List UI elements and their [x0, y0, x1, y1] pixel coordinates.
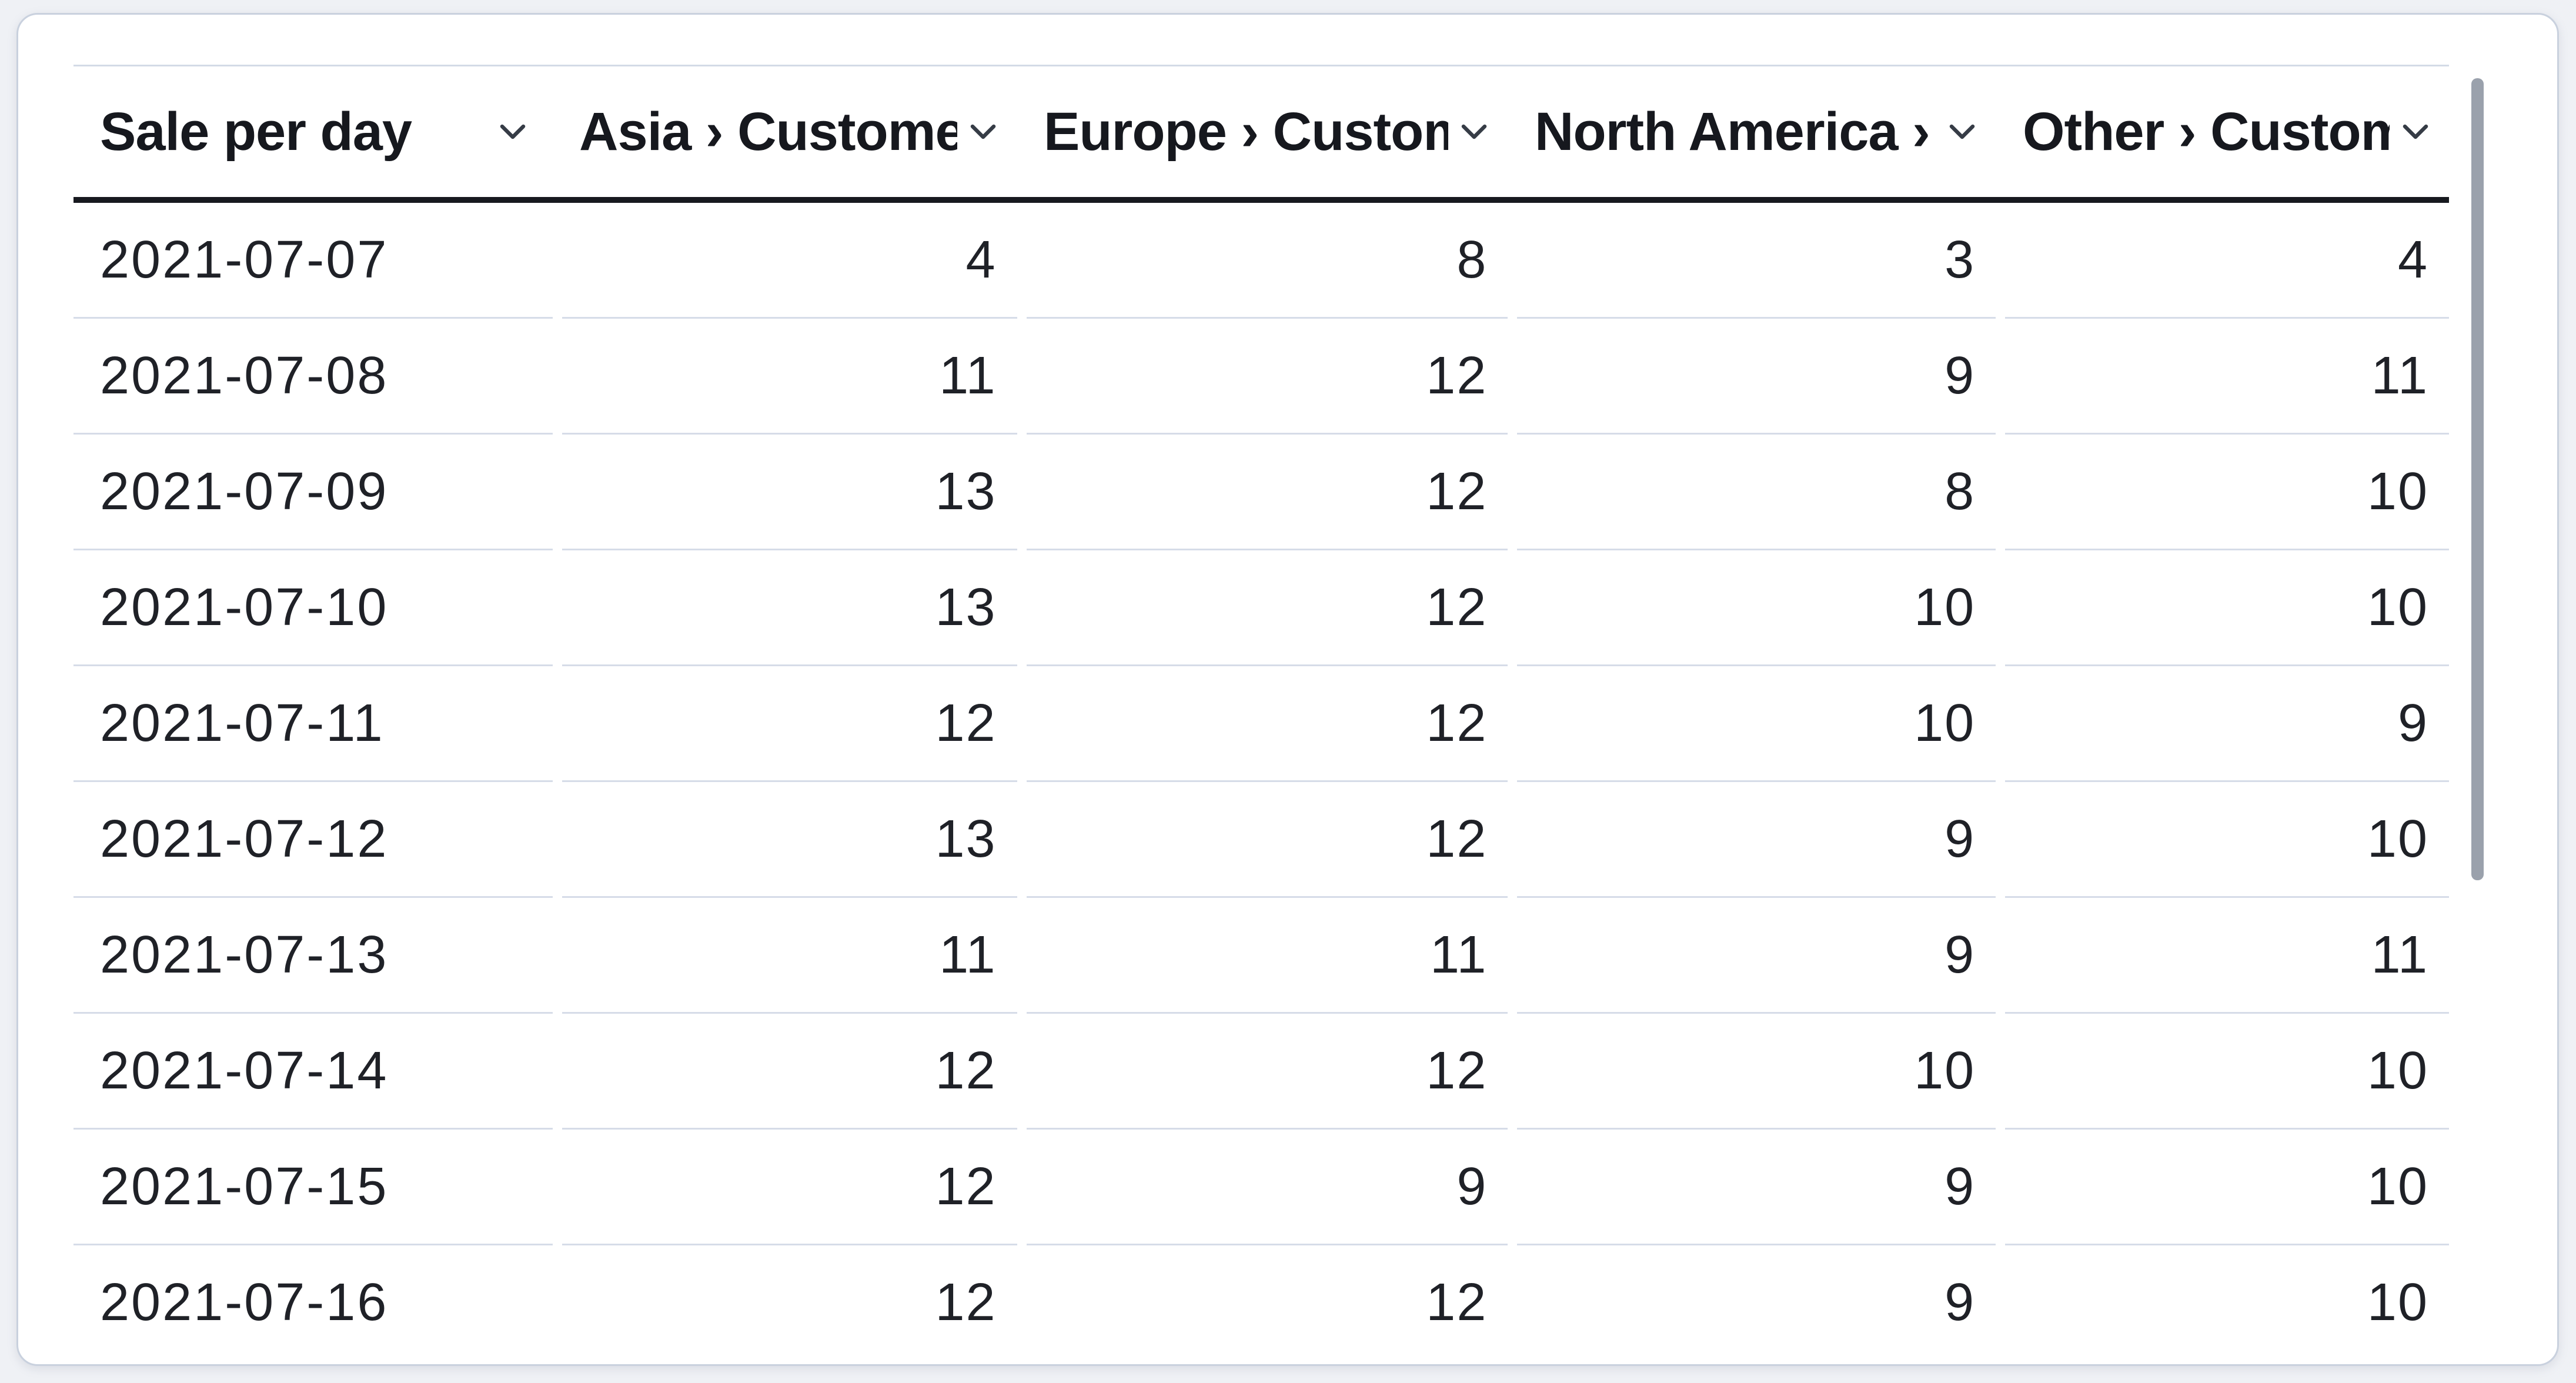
date-cell: 2021-07-08 [73, 319, 553, 435]
date-cell: 2021-07-09 [73, 435, 553, 550]
table-row: 2021-07-11 12 12 10 9 [73, 666, 2449, 782]
value-cell: 12 [562, 666, 1017, 782]
vertical-scrollbar-thumb[interactable] [2471, 78, 2484, 880]
date-cell: 2021-07-07 [73, 203, 553, 319]
value-cell: 11 [562, 319, 1017, 435]
table-body: 2021-07-07 4 8 3 4 2021-07-08 11 12 9 11 2021-07-0… [73, 203, 2449, 1323]
value-cell: 13 [562, 435, 1017, 550]
value-cell: 12 [1026, 666, 1508, 782]
date-cell: 2021-07-12 [73, 782, 553, 898]
column-header-north-america-customers[interactable]: North America › Customers [1517, 66, 1996, 197]
chevron-down-icon[interactable] [2403, 123, 2428, 140]
value-cell: 12 [562, 1014, 1017, 1130]
header-row: Sale per day Asia › Customers Europe › C… [73, 65, 2449, 203]
value-cell: 13 [562, 550, 1017, 666]
column-header-label: North America › Customers [1535, 101, 1936, 162]
value-cell: 13 [562, 782, 1017, 898]
value-cell: 12 [562, 1130, 1017, 1245]
value-cell: 3 [1517, 203, 1996, 319]
value-cell: 4 [2005, 203, 2449, 319]
table-row: 2021-07-16 12 12 9 10 [73, 1245, 2449, 1324]
value-cell: 10 [2005, 550, 2449, 666]
value-cell: 10 [1517, 1014, 1996, 1130]
date-cell: 2021-07-10 [73, 550, 553, 666]
table-row: 2021-07-12 13 12 9 10 [73, 782, 2449, 898]
value-cell: 10 [2005, 435, 2449, 550]
value-cell: 10 [2005, 1014, 2449, 1130]
column-header-label: Other › Customers [2023, 101, 2390, 162]
chevron-down-icon[interactable] [500, 123, 526, 140]
table-row: 2021-07-13 11 11 9 11 [73, 898, 2449, 1014]
value-cell: 10 [1517, 666, 1996, 782]
value-cell: 10 [2005, 1130, 2449, 1245]
value-cell: 12 [1026, 1014, 1508, 1130]
value-cell: 4 [562, 203, 1017, 319]
chevron-down-icon[interactable] [970, 123, 996, 140]
table-row: 2021-07-14 12 12 10 10 [73, 1014, 2449, 1130]
column-header-other-customers[interactable]: Other › Customers [2005, 66, 2449, 197]
value-cell: 9 [1517, 898, 1996, 1014]
value-cell: 9 [1517, 319, 1996, 435]
value-cell: 10 [2005, 1245, 2449, 1324]
sales-per-day-table: Sale per day Asia › Customers Europe › C… [73, 65, 2449, 1323]
value-cell: 11 [1026, 898, 1508, 1014]
value-cell: 9 [1517, 782, 1996, 898]
value-cell: 11 [562, 898, 1017, 1014]
table-row: 2021-07-09 13 12 8 10 [73, 435, 2449, 550]
column-header-asia-customers[interactable]: Asia › Customers [562, 66, 1017, 197]
value-cell: 10 [1517, 550, 1996, 666]
datatable-card: Sale per day Asia › Customers Europe › C… [16, 13, 2559, 1366]
value-cell: 12 [1026, 550, 1508, 666]
value-cell: 8 [1517, 435, 1996, 550]
table-row: 2021-07-07 4 8 3 4 [73, 203, 2449, 319]
date-cell: 2021-07-13 [73, 898, 553, 1014]
value-cell: 11 [2005, 319, 2449, 435]
value-cell: 11 [2005, 898, 2449, 1014]
value-cell: 9 [1026, 1130, 1508, 1245]
column-header-sale-per-day[interactable]: Sale per day [73, 66, 552, 197]
chevron-down-icon[interactable] [1949, 123, 1975, 140]
value-cell: 9 [1517, 1245, 1996, 1324]
chevron-down-icon[interactable] [1461, 123, 1487, 140]
date-cell: 2021-07-11 [73, 666, 553, 782]
column-header-label: Sale per day [100, 101, 412, 162]
date-cell: 2021-07-15 [73, 1130, 553, 1245]
date-cell: 2021-07-14 [73, 1014, 553, 1130]
table-row: 2021-07-15 12 9 9 10 [73, 1130, 2449, 1245]
column-header-label: Europe › Customers [1044, 101, 1448, 162]
value-cell: 12 [1026, 319, 1508, 435]
value-cell: 10 [2005, 782, 2449, 898]
value-cell: 12 [1026, 782, 1508, 898]
value-cell: 12 [1026, 435, 1508, 550]
value-cell: 12 [1027, 1245, 1508, 1324]
table-row: 2021-07-08 11 12 9 11 [73, 319, 2449, 435]
column-header-europe-customers[interactable]: Europe › Customers [1026, 66, 1508, 197]
table-row: 2021-07-10 13 12 10 10 [73, 550, 2449, 666]
value-cell: 9 [2005, 666, 2449, 782]
date-cell: 2021-07-16 [73, 1245, 553, 1324]
column-header-label: Asia › Customers [579, 101, 957, 162]
value-cell: 9 [1517, 1130, 1996, 1245]
value-cell: 12 [562, 1245, 1017, 1324]
value-cell: 8 [1026, 203, 1508, 319]
